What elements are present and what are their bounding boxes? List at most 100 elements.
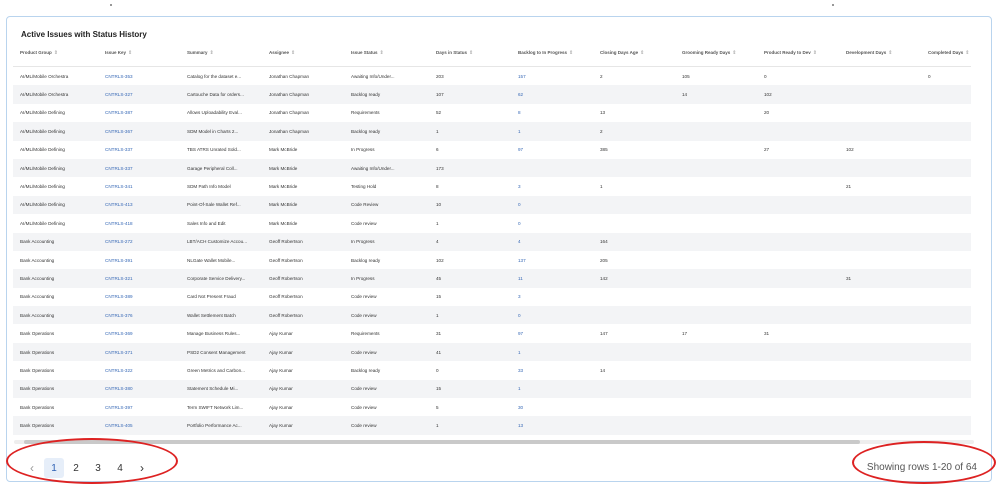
- table-cell[interactable]: Sales Info and Edit: [187, 220, 226, 226]
- table-cell[interactable]: CNTRLS-322: [105, 367, 133, 373]
- table-cell[interactable]: Bank Operations: [13, 416, 98, 435]
- table-row[interactable]: Bank Accounting CNTRLS-321 Corporate Servi…: [13, 269, 971, 288]
- table-row[interactable]: AI/ML/Mobile Defining CNTRLS-418 Sales Inf…: [13, 214, 971, 232]
- table-row[interactable]: Bank Operations CNTRLS-380 Statement Sched…: [13, 379, 971, 399]
- column-header[interactable]: Summary ⇕: [180, 40, 262, 67]
- table-cell[interactable]: SDM Path Info Model: [187, 184, 231, 190]
- table-cell[interactable]: CNTRLS-380: [98, 379, 180, 399]
- table-cell[interactable]: Green Metrics and Carbon...: [187, 367, 245, 373]
- sort-icon[interactable]: ⇕: [53, 50, 58, 56]
- table-cell[interactable]: CNTRLS-353: [105, 73, 133, 79]
- column-header[interactable]: Development Days ⇕: [839, 40, 921, 67]
- sort-icon[interactable]: ⇕: [640, 50, 645, 56]
- table-cell[interactable]: AI/ML/Mobile Defining: [13, 158, 98, 178]
- table-row[interactable]: AI/ML/Mobile Orchestra CNTRLS-353 Catalog …: [13, 67, 971, 86]
- table-cell[interactable]: Cartouche Data for orders...: [180, 85, 262, 104]
- issues-table-container[interactable]: Product Group ⇕ Issue Key ⇕ Summary ⇕ Assignee…: [13, 40, 971, 438]
- column-header[interactable]: Product Ready to Dev ⇕: [757, 40, 839, 67]
- table-cell[interactable]: LBT/ACH Customize Accou...: [180, 232, 262, 251]
- horizontal-scrollbar-thumb[interactable]: [24, 440, 860, 444]
- table-cell[interactable]: AI/ML/Mobile Defining: [20, 184, 65, 190]
- table-cell[interactable]: Bank Operations: [13, 379, 98, 399]
- table-cell[interactable]: CNTRLS-327: [98, 85, 180, 104]
- table-cell[interactable]: CNTRLS-413: [98, 195, 180, 215]
- prev-page-button[interactable]: ‹: [30, 461, 34, 475]
- sort-icon[interactable]: ⇕: [379, 50, 384, 56]
- column-header[interactable]: Assignee ⇕: [262, 40, 344, 67]
- table-row[interactable]: Bank Operations CNTRLS-405 Portfolio Perfo…: [13, 416, 971, 435]
- table-cell[interactable]: Manage Business Rules...: [187, 331, 241, 337]
- table-cell[interactable]: AI/ML/Mobile Defining: [13, 122, 98, 141]
- table-row[interactable]: Bank Operations CNTRLS-369 Manage Business…: [13, 324, 971, 342]
- table-cell[interactable]: Bank Operations: [20, 331, 55, 337]
- sort-icon[interactable]: ⇕: [128, 50, 133, 56]
- sort-icon[interactable]: ⇕: [965, 50, 970, 56]
- table-cell[interactable]: CNTRLS-272: [98, 232, 180, 251]
- table-cell[interactable]: AI/ML/Mobile Defining: [13, 195, 98, 215]
- table-cell[interactable]: Allows Uploadability Eval...: [187, 110, 242, 116]
- table-row[interactable]: AI/ML/Mobile Defining CNTRLS-367 SDM Model…: [13, 122, 971, 141]
- table-cell[interactable]: Garage Peripheral Coll...: [180, 158, 262, 178]
- table-cell[interactable]: Bank Accounting: [20, 294, 55, 300]
- column-header[interactable]: Closing Days Age ⇕: [593, 40, 675, 67]
- table-row[interactable]: AI/ML/Mobile Defining CNTRLS-387 Allows Up…: [13, 104, 971, 122]
- table-cell[interactable]: Statement Schedule Mi...: [180, 379, 262, 399]
- table-cell[interactable]: Bank Accounting: [13, 269, 98, 288]
- page-3-button[interactable]: 3: [95, 462, 101, 474]
- table-cell[interactable]: CNTRLS-418: [105, 220, 133, 226]
- table-cell[interactable]: CNTRLS-391: [105, 257, 133, 263]
- table-row[interactable]: Bank Accounting CNTRLS-391 NLGate Wallet M…: [13, 251, 971, 269]
- table-cell[interactable]: NLGate Wallet Mobile...: [187, 257, 236, 263]
- table-cell[interactable]: Point-Of-Sale Wallet Ref...: [180, 195, 262, 215]
- table-row[interactable]: AI/ML/Mobile Orchestra CNTRLS-327 Cartouch…: [13, 85, 971, 104]
- table-cell[interactable]: Portfolio Performance Ac...: [180, 416, 262, 435]
- table-cell[interactable]: AI/ML/Mobile Defining: [20, 110, 65, 116]
- table-cell[interactable]: CNTRLS-337: [98, 158, 180, 178]
- table-row[interactable]: AI/ML/Mobile Defining CNTRLS-337 Garage Pe…: [13, 158, 971, 178]
- table-row[interactable]: AI/ML/Mobile Defining CNTRLS-413 Point-Of-…: [13, 195, 971, 215]
- table-row[interactable]: AI/ML/Mobile Defining CNTRLS-337 TBS ATRS …: [13, 141, 971, 159]
- table-cell[interactable]: TBS ATRS Unrated Sold...: [187, 147, 241, 153]
- column-header[interactable]: Grooming Ready Days ⇕: [675, 40, 757, 67]
- table-cell[interactable]: CNTRLS-376: [98, 306, 180, 325]
- column-header[interactable]: Days in Status ⇕: [429, 40, 511, 67]
- table-row[interactable]: Bank Accounting CNTRLS-272 LBT/ACH Customi…: [13, 232, 971, 251]
- table-row[interactable]: Bank Operations CNTRLS-322 Green Metrics a…: [13, 361, 971, 379]
- table-cell[interactable]: AI/ML/Mobile Defining: [20, 147, 65, 153]
- table-cell[interactable]: CNTRLS-397: [105, 404, 133, 410]
- table-cell[interactable]: Card Not Present Fraud: [187, 294, 236, 300]
- table-cell[interactable]: CNTRLS-387: [105, 110, 133, 116]
- sort-icon[interactable]: ⇕: [569, 50, 574, 56]
- sort-icon[interactable]: ⇕: [812, 50, 817, 56]
- table-cell[interactable]: CNTRLS-389: [105, 294, 133, 300]
- table-row[interactable]: Bank Accounting CNTRLS-376 Wallet Settleme…: [13, 306, 971, 325]
- table-cell[interactable]: SDM Model in Charts 2...: [180, 122, 262, 141]
- page-4-button[interactable]: 4: [117, 462, 123, 474]
- column-header[interactable]: Issue Status ⇕: [344, 40, 429, 67]
- column-header[interactable]: Completed Days ⇕: [921, 40, 971, 67]
- table-cell[interactable]: Wallet Settlement Batch: [180, 306, 262, 325]
- table-row[interactable]: Bank Operations CNTRLS-397 Term SWIFT Netw…: [13, 398, 971, 416]
- column-header[interactable]: Backlog to In Progress ⇕: [511, 40, 593, 67]
- table-cell[interactable]: Bank Accounting: [13, 232, 98, 251]
- table-cell[interactable]: AI/ML/Mobile Orchestra: [13, 85, 98, 104]
- sort-icon[interactable]: ⇕: [291, 50, 296, 56]
- table-cell[interactable]: CNTRLS-405: [98, 416, 180, 435]
- page-1-button[interactable]: 1: [44, 458, 64, 478]
- table-row[interactable]: AI/ML/Mobile Defining CNTRLS-341 SDM Path …: [13, 177, 971, 195]
- table-cell[interactable]: Corporate Service Delivery...: [180, 269, 262, 288]
- table-cell[interactable]: Bank Accounting: [20, 257, 55, 263]
- column-header[interactable]: Product Group ⇕: [13, 40, 98, 67]
- page-2-button[interactable]: 2: [73, 462, 79, 474]
- sort-icon[interactable]: ⇕: [469, 50, 474, 56]
- table-cell[interactable]: CNTRLS-337: [105, 147, 133, 153]
- table-cell[interactable]: CNTRLS-367: [98, 122, 180, 141]
- table-row[interactable]: Bank Accounting CNTRLS-389 Card Not Presen…: [13, 288, 971, 306]
- table-cell[interactable]: CNTRLS-341: [105, 184, 133, 190]
- table-cell[interactable]: Catalog for the dataset e...: [187, 73, 242, 79]
- sort-icon[interactable]: ⇕: [888, 50, 893, 56]
- table-cell[interactable]: AI/ML/Mobile Orchestra: [20, 73, 69, 79]
- table-cell[interactable]: Term SWIFT Network Lim...: [187, 404, 244, 410]
- table-cell[interactable]: Bank Operations: [20, 367, 55, 373]
- next-page-button[interactable]: ›: [140, 461, 144, 475]
